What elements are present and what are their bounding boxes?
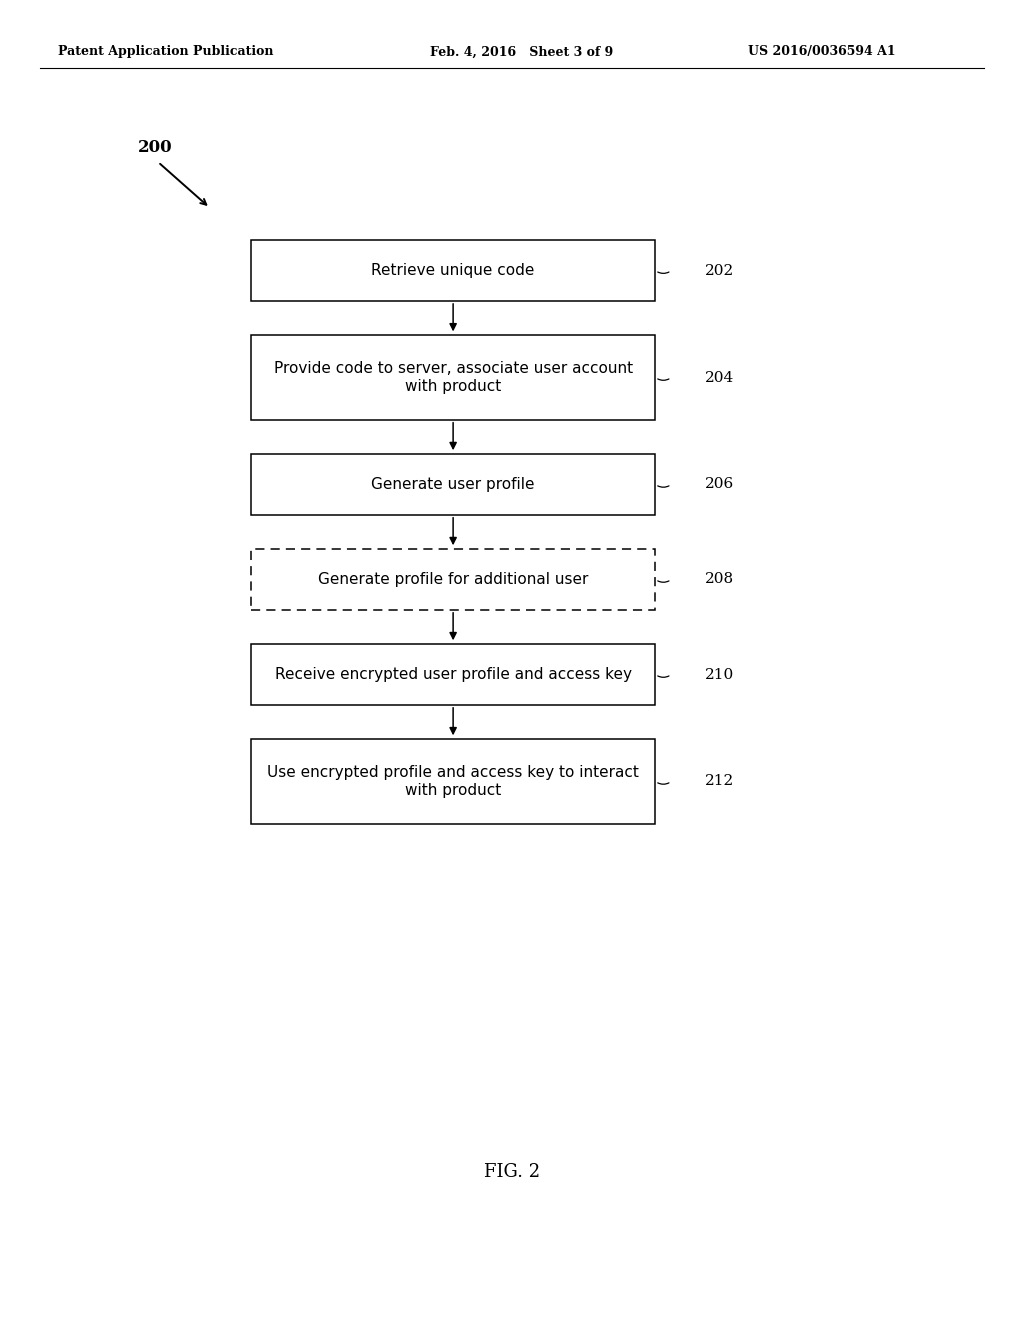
Text: FIG. 2: FIG. 2 [484, 1163, 540, 1181]
Text: 212: 212 [706, 775, 734, 788]
Text: Patent Application Publication: Patent Application Publication [58, 45, 273, 58]
Bar [251, 454, 655, 515]
Text: 200: 200 [138, 140, 173, 157]
Text: 202: 202 [706, 264, 734, 277]
Text: 204: 204 [706, 371, 734, 384]
Text: Retrieve unique code: Retrieve unique code [372, 263, 535, 279]
Bar [251, 644, 655, 705]
Text: Receive encrypted user profile and access key: Receive encrypted user profile and acces… [274, 667, 632, 682]
Text: 206: 206 [706, 478, 734, 491]
Text: US 2016/0036594 A1: US 2016/0036594 A1 [748, 45, 895, 58]
Bar [251, 549, 655, 610]
Text: Use encrypted profile and access key to interact
with product: Use encrypted profile and access key to … [267, 766, 639, 797]
Text: Provide code to server, associate user account
with product: Provide code to server, associate user a… [273, 362, 633, 393]
Bar [251, 335, 655, 420]
Text: 210: 210 [706, 668, 734, 681]
Text: 208: 208 [706, 573, 734, 586]
Text: Feb. 4, 2016   Sheet 3 of 9: Feb. 4, 2016 Sheet 3 of 9 [430, 45, 613, 58]
Text: Generate user profile: Generate user profile [372, 477, 535, 492]
Text: Generate profile for additional user: Generate profile for additional user [317, 572, 589, 587]
Bar [251, 240, 655, 301]
Bar [251, 739, 655, 824]
